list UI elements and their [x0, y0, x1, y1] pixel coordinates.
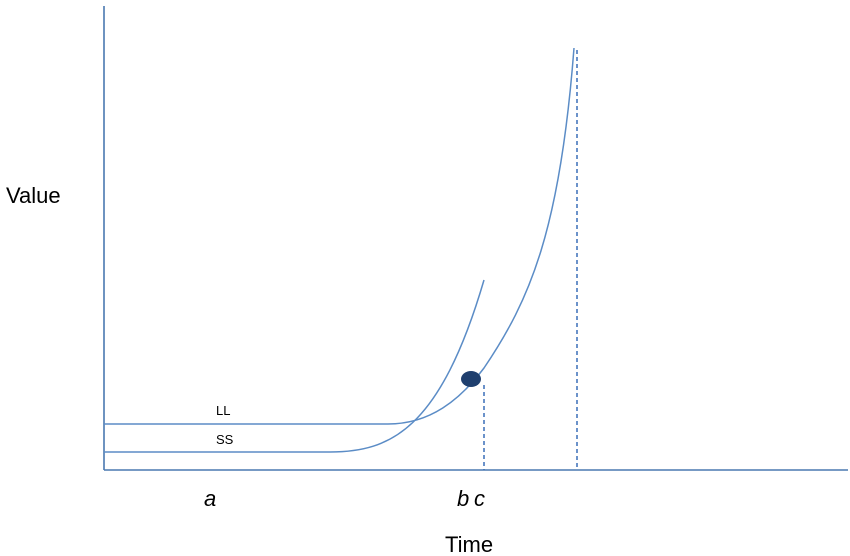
ss-label: SS	[216, 432, 234, 447]
time-marker-b: b	[457, 486, 469, 511]
time-marker-a: a	[204, 486, 216, 511]
ll-curve	[104, 47, 575, 425]
intersection-point	[461, 371, 481, 387]
y-axis-title: Value	[6, 183, 61, 208]
ss-curve	[104, 279, 485, 453]
time-marker-c: c	[474, 486, 485, 511]
ll-label: LL	[216, 403, 230, 418]
x-axis-title: Time	[445, 532, 493, 556]
